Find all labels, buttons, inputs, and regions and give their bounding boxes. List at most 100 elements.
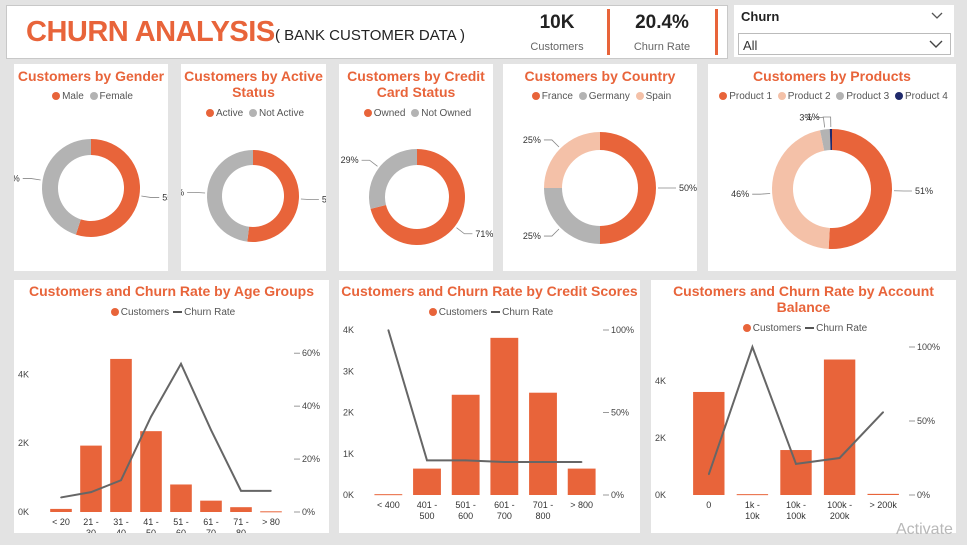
activate-windows-watermark: Activate	[896, 521, 953, 539]
donut-slice	[600, 132, 656, 244]
combo-chart-account-balance: 0K2K4K0%50%100%0 1k -10k10k -100k100k -20…	[651, 280, 956, 533]
card-churn-by-account-balance: Customers and Churn Rate by Account Bala…	[651, 280, 956, 533]
x-tick-label-line: > 80	[262, 517, 280, 527]
bar	[452, 395, 480, 495]
x-tick-label: > 800	[570, 500, 593, 510]
churn-rate-point	[60, 497, 62, 499]
x-tick-label: 401 -500	[417, 500, 438, 521]
x-tick-label-line: 30	[86, 528, 96, 533]
filter-dropdown[interactable]: All	[738, 33, 951, 55]
x-tick-label-line: 501 -	[455, 500, 476, 510]
y-tick-label: 3K	[343, 366, 354, 376]
x-tick-label-line: 100k -	[827, 500, 852, 510]
kpi-customers: 10K Customers	[512, 6, 602, 53]
bar	[824, 360, 855, 495]
x-tick-label-line: 500	[419, 511, 434, 521]
x-tick-label-line: 10k -	[786, 500, 806, 510]
kpi-churn-rate: 20.4% Churn Rate	[617, 6, 707, 53]
churn-rate-point	[708, 473, 710, 475]
leader-line	[544, 140, 559, 147]
leader-line	[301, 199, 319, 200]
y-tick-label: 2K	[343, 408, 354, 418]
churn-rate-point	[795, 463, 797, 465]
bar	[230, 507, 252, 512]
x-tick-label: 10k -100k	[786, 500, 806, 521]
y-tick-label: 4K	[655, 376, 666, 386]
kpi-churn-rate-label: Churn Rate	[617, 41, 707, 53]
x-tick-label-line: < 20	[52, 517, 70, 527]
x-tick-label: > 80	[262, 517, 280, 527]
y-right-tick-label: 0%	[302, 507, 315, 517]
y-right-tick-label: 0%	[611, 490, 624, 500]
bar	[780, 450, 811, 495]
leader-line	[362, 160, 378, 166]
x-tick-label-line: 100k	[786, 511, 806, 521]
y-right-tick-label: 100%	[917, 342, 940, 352]
x-tick-label-line: 60	[176, 528, 186, 533]
card-customers-by-gender: Customers by Gender Male Female 55%45%	[14, 64, 168, 271]
x-tick-label-line: > 800	[570, 500, 593, 510]
donut-chart-gender: 55%45%	[14, 64, 168, 271]
card-churn-by-age-groups: Customers and Churn Rate by Age Groups C…	[14, 280, 329, 533]
slice-label: 25%	[523, 135, 541, 145]
donut-chart-credit-card: 71% 29%	[339, 64, 493, 271]
churn-rate-point	[504, 461, 506, 463]
bar	[110, 359, 132, 512]
x-tick-label-line: 70	[206, 528, 216, 533]
donut-chart-active-status: 52%48%	[181, 64, 326, 271]
donut-chart-products: 51%46%3%1%	[708, 64, 956, 271]
donut-slice	[369, 149, 417, 209]
donut-slice	[772, 130, 830, 249]
y-right-tick-label: 20%	[302, 454, 320, 464]
leader-line	[141, 196, 159, 198]
churn-rate-point	[210, 429, 212, 431]
x-tick-label-line: 80	[236, 528, 246, 533]
x-tick-label: 31 -40	[113, 517, 129, 533]
bar	[490, 338, 518, 495]
x-tick-label: 51 -60	[173, 517, 189, 533]
churn-rate-point	[542, 461, 544, 463]
leader-line	[23, 178, 41, 180]
page-subtitle: ( BANK CUSTOMER DATA )	[275, 27, 465, 44]
card-customers-by-credit-card-status: Customers by Credit Card Status Owned Not…	[339, 64, 493, 271]
slice-label: 71%	[475, 229, 493, 239]
churn-rate-point	[581, 461, 583, 463]
slice-label: 45%	[14, 173, 20, 183]
bar	[200, 501, 222, 512]
slice-label: 25%	[523, 231, 541, 241]
bar	[140, 431, 162, 512]
card-customers-by-products: Customers by Products Product 1 Product …	[708, 64, 956, 271]
churn-rate-point	[465, 460, 467, 462]
x-tick-label-line: > 200k	[870, 500, 898, 510]
churn-filter: Churn All	[734, 5, 954, 57]
x-tick-label-line: 61 -	[203, 517, 219, 527]
y-tick-label: 2K	[18, 438, 29, 448]
churn-rate-point	[120, 479, 122, 481]
x-tick-label-line: 71 -	[233, 517, 249, 527]
x-tick-label: 100k -200k	[827, 500, 852, 521]
bar	[170, 484, 192, 512]
x-tick-label-line: 800	[535, 511, 550, 521]
card-churn-by-credit-scores: Customers and Churn Rate by Credit Score…	[339, 280, 640, 533]
x-tick-label: 501 -600	[455, 500, 476, 521]
x-tick-label-line: 10k	[745, 511, 760, 521]
x-tick-label: 601 -700	[494, 500, 515, 521]
y-right-tick-label: 100%	[611, 325, 634, 335]
collapse-chevron-icon	[932, 13, 942, 18]
x-tick-label-line: 701 -	[533, 500, 554, 510]
x-tick-label: > 200k	[870, 500, 898, 510]
donut-slice	[829, 129, 892, 249]
churn-rate-point	[752, 346, 754, 348]
kpi-customers-label: Customers	[512, 41, 602, 53]
leader-line	[187, 192, 205, 193]
y-tick-label: 1K	[343, 449, 354, 459]
churn-rate-point	[882, 411, 884, 413]
kpi-divider	[607, 9, 610, 55]
bar	[568, 469, 596, 495]
kpi-customers-value: 10K	[512, 12, 602, 34]
bar	[50, 509, 72, 512]
y-right-tick-label: 40%	[302, 401, 320, 411]
chevron-down-icon	[930, 41, 942, 47]
slice-label: 29%	[341, 155, 359, 165]
